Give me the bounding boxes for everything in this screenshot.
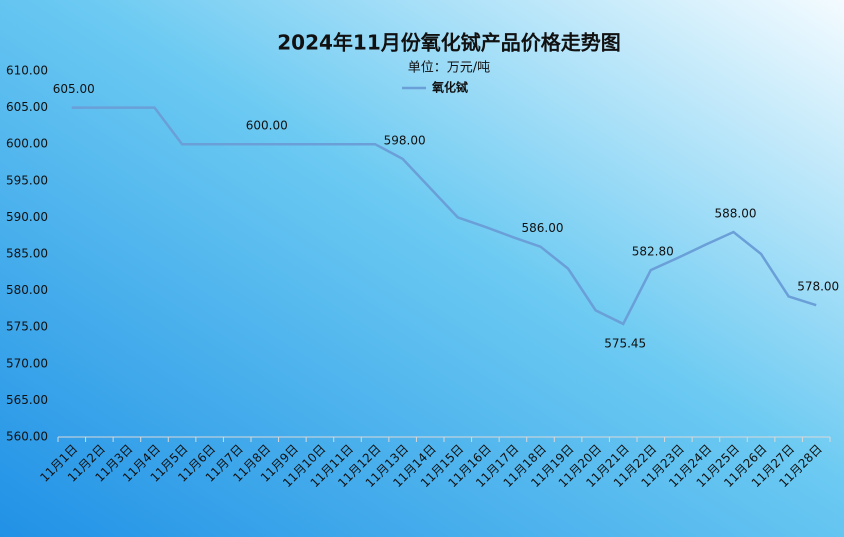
data-label: 578.00 <box>797 280 839 294</box>
data-label: 598.00 <box>384 133 426 147</box>
y-tick-label: 585.00 <box>6 247 48 261</box>
legend-label: 氧化铽 <box>431 80 468 95</box>
data-label: 588.00 <box>715 207 757 221</box>
y-tick-label: 590.00 <box>6 210 48 224</box>
data-label: 582.80 <box>632 245 674 259</box>
data-label: 575.45 <box>604 336 646 350</box>
y-tick-label: 575.00 <box>6 320 48 334</box>
series-line <box>71 106 817 326</box>
y-tick-label: 565.00 <box>6 393 48 407</box>
chart-subtitle: 单位：万元/吨 <box>408 61 490 76</box>
chart-title: 2024年11月份氧化铽产品价格走势图 <box>277 31 621 55</box>
y-tick-label: 570.00 <box>6 356 48 370</box>
data-label: 605.00 <box>53 82 95 96</box>
data-label: 586.00 <box>522 221 564 235</box>
y-tick-label: 580.00 <box>6 283 48 297</box>
y-tick-label: 595.00 <box>6 173 48 187</box>
y-tick-label: 610.00 <box>6 64 48 78</box>
y-tick-label: 600.00 <box>6 137 48 151</box>
y-tick-label: 560.00 <box>6 430 48 444</box>
data-label: 600.00 <box>246 119 288 133</box>
y-tick-label: 605.00 <box>6 100 48 114</box>
